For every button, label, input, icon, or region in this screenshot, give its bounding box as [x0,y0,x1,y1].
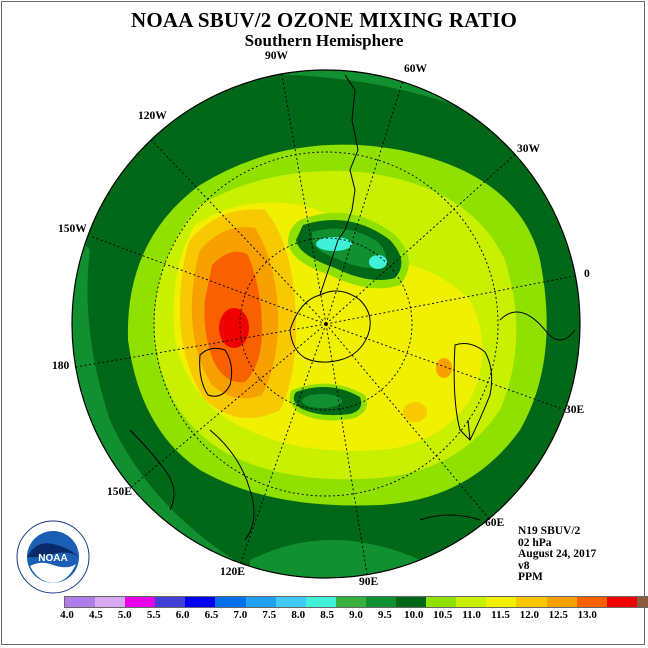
colorbar-tick-label: 6.0 [175,609,190,621]
colorbar-swatch [486,597,517,607]
colorbar-tick-label: 4.0 [60,609,74,621]
colorbar-swatch [546,597,577,607]
ozone-max-12-5 [219,308,249,348]
colorbar-tick-label: 7.5 [262,609,277,621]
colorbar-tick-label: 8.5 [320,609,334,621]
colorbar-swatch [185,597,216,607]
lon-label-150e: 150E [107,486,132,498]
ozone-spot-east [436,358,452,378]
colorbar-swatch [636,597,648,607]
colorbar-tick-label: 8.0 [291,609,306,621]
colorbar-swatch [245,597,276,607]
info-units: PPM [518,571,543,584]
colorbar-tick-label: 7.0 [233,609,248,621]
colorbar-tick-label: 5.5 [146,609,161,621]
logo-text: NOAA [38,553,67,564]
lon-label-90e: 90E [359,576,379,588]
colorbar-tick-label: 9.5 [378,609,392,621]
colorbar-tick-label: 5.0 [117,609,132,621]
colorbar-tick-label: 12.5 [548,609,568,621]
colorbar-tick-label: 6.5 [204,609,219,621]
info-version: v8 [518,559,530,572]
colorbar-swatch [365,597,397,607]
colorbar-swatch [396,597,427,607]
colorbar-swatch [606,597,637,607]
colorbar-swatch [335,597,366,607]
colorbar-tick-label: 12.0 [519,609,540,621]
ozone-spot-southeast [403,402,427,422]
noaa-logo: NOAA [16,520,90,594]
colorbar-tick-label: 13.0 [577,609,597,621]
colorbar-swatch [426,597,457,607]
colorbar-swatch [155,597,186,607]
colorbar-swatch [65,597,96,607]
colorbar-swatch [305,597,336,607]
colorbar-tick-label: 10.5 [433,609,453,621]
colorbar-swatch [516,597,547,607]
colorbar-swatch [275,597,306,607]
lon-label-60e: 60E [485,517,505,529]
ozone-band-8-5-north [200,70,470,110]
lon-label-90w: 90W [265,50,288,62]
colorbar-tick-label: 11.0 [462,609,481,621]
ozone-band-8-5-south [250,540,420,578]
colorbar-tick-label: 4.5 [89,609,103,621]
info-block: N19 SBUV/2 02 hPa August 24, 2017 v8 PPM [518,525,597,584]
map-boundary [71,69,581,579]
ozone-low2-band-8-5 [302,394,342,408]
info-date: August 24, 2017 [518,548,597,561]
lon-label-30w: 30W [517,143,540,155]
lon-label-60w: 60W [404,63,427,75]
info-satellite: N19 SBUV/2 [518,525,581,537]
lon-label-180: 180 [52,360,70,372]
colorbar-tick-label: 11.5 [491,609,510,621]
colorbar-swatch [95,597,126,607]
ozone-min-7-5-a [316,237,352,251]
colorbar-tick-label: 10.0 [404,609,424,621]
graticule [72,70,580,578]
lon-label-30e: 30E [565,404,585,416]
colorbar-tick-label: 9.0 [349,609,363,621]
lon-label-150w: 150W [58,223,87,235]
info-pressure: 02 hPa [518,536,552,549]
colorbar-swatch [576,597,607,607]
map-subtitle: Southern Hemisphere [244,31,404,50]
colorbar-swatch [456,597,487,607]
colorbar-swatch [215,597,246,607]
map-title: NOAA SBUV/2 OZONE MIXING RATIO [131,8,517,32]
coastlines [129,74,576,541]
lon-label-120w: 120W [138,110,167,122]
colorbar [64,596,648,608]
lon-label-0: 0 [584,268,590,280]
ozone-band-8-0-east [585,230,600,370]
ozone-min-7-5-b [369,255,387,269]
colorbar-swatch [125,597,156,607]
lon-label-120e: 120E [220,566,245,578]
